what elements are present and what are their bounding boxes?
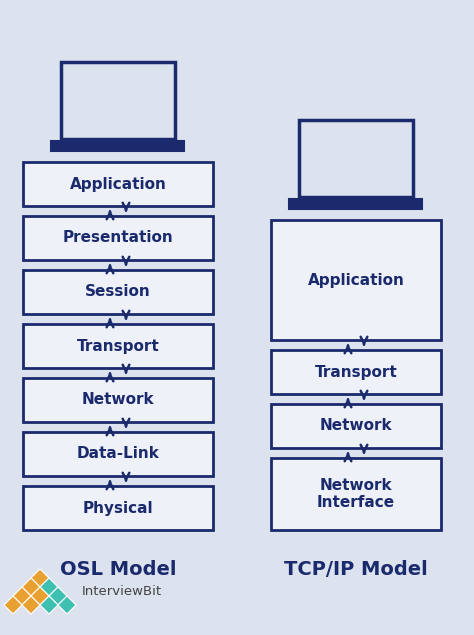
Polygon shape xyxy=(58,596,76,614)
FancyBboxPatch shape xyxy=(271,404,441,448)
FancyBboxPatch shape xyxy=(271,350,441,394)
FancyBboxPatch shape xyxy=(52,141,184,150)
Text: Network
Interface: Network Interface xyxy=(317,478,395,510)
Polygon shape xyxy=(4,596,22,614)
Text: Transport: Transport xyxy=(315,364,397,380)
Polygon shape xyxy=(31,587,49,605)
FancyBboxPatch shape xyxy=(23,216,213,260)
FancyBboxPatch shape xyxy=(23,432,213,476)
Text: InterviewBit: InterviewBit xyxy=(82,585,162,598)
FancyBboxPatch shape xyxy=(23,270,213,314)
Polygon shape xyxy=(49,587,67,605)
Text: Network: Network xyxy=(82,392,155,408)
FancyBboxPatch shape xyxy=(61,62,175,139)
Text: Session: Session xyxy=(85,284,151,300)
Polygon shape xyxy=(22,596,40,614)
Text: Transport: Transport xyxy=(77,338,159,354)
FancyBboxPatch shape xyxy=(23,324,213,368)
Polygon shape xyxy=(13,587,31,605)
Text: TCP/IP Model: TCP/IP Model xyxy=(284,560,428,579)
FancyBboxPatch shape xyxy=(271,458,441,530)
Text: Application: Application xyxy=(308,272,404,288)
Text: Physical: Physical xyxy=(82,500,153,516)
Polygon shape xyxy=(40,596,58,614)
FancyBboxPatch shape xyxy=(23,378,213,422)
FancyBboxPatch shape xyxy=(290,199,422,209)
Polygon shape xyxy=(31,569,49,587)
Text: OSL Model: OSL Model xyxy=(60,560,176,579)
FancyBboxPatch shape xyxy=(23,162,213,206)
Text: Application: Application xyxy=(70,177,166,192)
Text: Network: Network xyxy=(319,418,392,434)
Polygon shape xyxy=(22,578,40,596)
FancyBboxPatch shape xyxy=(23,486,213,530)
FancyBboxPatch shape xyxy=(271,220,441,340)
Polygon shape xyxy=(40,578,58,596)
FancyBboxPatch shape xyxy=(299,120,413,197)
Text: Data-Link: Data-Link xyxy=(77,446,159,462)
Text: Presentation: Presentation xyxy=(63,231,173,246)
